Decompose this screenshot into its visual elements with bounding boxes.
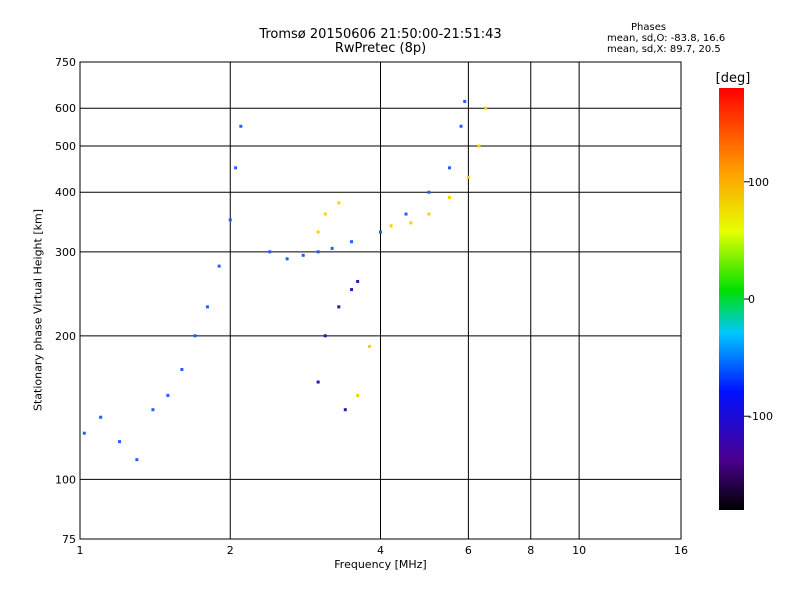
data-point xyxy=(427,190,431,194)
data-point xyxy=(448,166,452,170)
data-point xyxy=(484,106,488,110)
y-tick-label: 75 xyxy=(62,533,76,546)
y-tick-label: 300 xyxy=(55,246,76,259)
colorbar-tick-label: 100 xyxy=(748,176,769,189)
data-point xyxy=(239,124,243,128)
data-point xyxy=(350,240,354,244)
chart-subtitle: RwPretec (8p) xyxy=(334,41,427,56)
data-point xyxy=(337,201,341,205)
y-tick-label: 400 xyxy=(55,186,76,199)
data-point xyxy=(466,175,470,179)
data-point xyxy=(118,440,122,444)
y-tick-label: 600 xyxy=(55,102,76,115)
colorbar-tick-label: -100 xyxy=(748,410,773,423)
x-tick-label: 2 xyxy=(227,544,234,557)
chart-title: Tromsø 20150606 21:50:00-21:51:43 xyxy=(259,27,502,42)
data-point xyxy=(217,264,221,268)
x-axis-ticks: 1 2 4 6 8 10 16 xyxy=(77,544,689,557)
x-tick-label: 4 xyxy=(377,544,384,557)
data-point xyxy=(356,393,360,397)
data-point xyxy=(379,230,382,234)
y-axis-ticks: 75 100 200 300 400 500 600 750 xyxy=(55,56,76,546)
colorbar-tick-label: 0 xyxy=(748,293,755,306)
data-point xyxy=(323,212,327,216)
y-tick-label: 200 xyxy=(55,330,76,343)
data-point xyxy=(356,279,360,283)
grid-lines xyxy=(80,62,681,539)
data-point xyxy=(350,288,354,292)
data-point xyxy=(409,221,413,225)
data-point xyxy=(477,144,481,148)
data-point xyxy=(285,257,289,261)
x-tick-label: 8 xyxy=(527,544,534,557)
data-point xyxy=(448,195,452,199)
data-point xyxy=(343,408,347,412)
x-axis-label: Frequency [MHz] xyxy=(334,558,427,571)
plot-frame xyxy=(79,61,682,540)
phase-header: Phases xyxy=(631,22,667,33)
data-point xyxy=(82,431,86,435)
colorbar-ticks: -100 0 100 xyxy=(744,176,773,423)
data-point xyxy=(337,305,341,309)
data-point xyxy=(166,393,170,397)
phase-x-stats: mean, sd,X: 89.7, 20.5 xyxy=(607,44,721,55)
data-point xyxy=(316,250,320,254)
y-tick-label: 100 xyxy=(55,473,76,486)
data-point xyxy=(389,224,393,228)
data-point xyxy=(330,246,334,250)
data-point xyxy=(234,166,238,170)
data-point xyxy=(316,230,320,234)
data-point xyxy=(228,218,232,222)
data-point xyxy=(135,458,139,462)
x-tick-label: 1 xyxy=(77,544,84,557)
phase-o-stats: mean, sd,O: -83.8, 16.6 xyxy=(607,33,726,44)
y-tick-label: 500 xyxy=(55,140,76,153)
data-point xyxy=(205,305,209,309)
x-tick-label: 16 xyxy=(674,544,688,557)
colorbar-label: [deg] xyxy=(716,71,751,86)
data-point xyxy=(301,253,305,257)
data-point xyxy=(151,408,155,412)
data-point xyxy=(193,334,197,338)
x-tick-label: 10 xyxy=(572,544,586,557)
y-axis-label: Stationary phase Virtual Height [km] xyxy=(31,208,45,412)
data-point xyxy=(180,367,184,371)
data-point xyxy=(99,415,103,419)
data-point xyxy=(316,380,320,384)
scatter-points xyxy=(82,99,488,462)
data-point xyxy=(268,250,272,254)
data-point xyxy=(404,212,408,216)
data-point xyxy=(323,334,327,338)
data-point xyxy=(427,212,431,216)
data-point xyxy=(463,99,467,103)
colorbar xyxy=(719,88,744,510)
data-point xyxy=(367,344,371,348)
y-tick-label: 750 xyxy=(55,56,76,69)
data-point xyxy=(459,124,463,128)
x-tick-label: 6 xyxy=(465,544,472,557)
